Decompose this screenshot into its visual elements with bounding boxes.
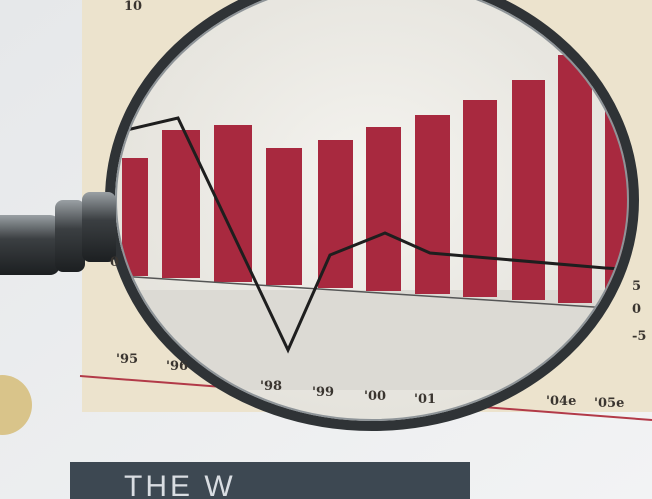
bar [415, 115, 450, 294]
trend-line [117, 116, 630, 354]
magnified-chart [117, 45, 630, 390]
x-label: '99 [312, 385, 334, 400]
x-label: '01 [414, 392, 436, 407]
right-axis-label: 0 [632, 302, 641, 317]
banner-text: THE W [124, 470, 236, 499]
x-label: '04e [546, 394, 576, 409]
x-label: '96 [166, 359, 188, 374]
badge [0, 375, 32, 435]
right-axis-label: -5 [632, 329, 646, 344]
x-label: '00 [364, 389, 386, 404]
zero-line [119, 275, 630, 311]
left-axis-label: 10 [124, 0, 142, 14]
bar [558, 55, 592, 303]
bar [463, 100, 497, 297]
bar [266, 148, 302, 285]
handle-grip [0, 215, 60, 275]
handle [0, 192, 116, 275]
handle-collar [55, 200, 85, 272]
x-label: '95 [116, 352, 138, 367]
bar [214, 125, 252, 282]
x-label: '98 [260, 379, 282, 394]
right-axis-label: 5 [632, 279, 641, 294]
left-axis-label: 0 [110, 255, 119, 270]
bar [512, 80, 545, 300]
banner [70, 462, 470, 499]
bar [162, 130, 200, 278]
bar [318, 140, 353, 288]
bar [122, 158, 148, 276]
bars [122, 45, 630, 305]
x-label: '05e [594, 396, 624, 411]
handle-neck [82, 192, 116, 262]
bar [366, 127, 401, 291]
